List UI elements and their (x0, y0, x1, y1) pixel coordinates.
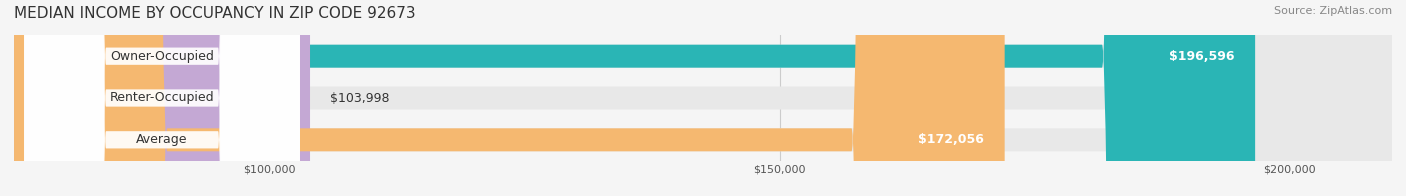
Text: Renter-Occupied: Renter-Occupied (110, 92, 214, 104)
FancyBboxPatch shape (14, 0, 1392, 196)
Text: $172,056: $172,056 (918, 133, 984, 146)
Text: Source: ZipAtlas.com: Source: ZipAtlas.com (1274, 6, 1392, 16)
Text: Owner-Occupied: Owner-Occupied (110, 50, 214, 63)
Text: $196,596: $196,596 (1170, 50, 1234, 63)
Text: Average: Average (136, 133, 188, 146)
FancyBboxPatch shape (14, 0, 1256, 196)
FancyBboxPatch shape (14, 0, 1005, 196)
FancyBboxPatch shape (24, 0, 299, 196)
Text: $103,998: $103,998 (330, 92, 389, 104)
Text: MEDIAN INCOME BY OCCUPANCY IN ZIP CODE 92673: MEDIAN INCOME BY OCCUPANCY IN ZIP CODE 9… (14, 6, 416, 21)
FancyBboxPatch shape (14, 0, 311, 196)
FancyBboxPatch shape (24, 0, 299, 196)
FancyBboxPatch shape (24, 0, 299, 196)
FancyBboxPatch shape (14, 0, 1392, 196)
FancyBboxPatch shape (14, 0, 1392, 196)
